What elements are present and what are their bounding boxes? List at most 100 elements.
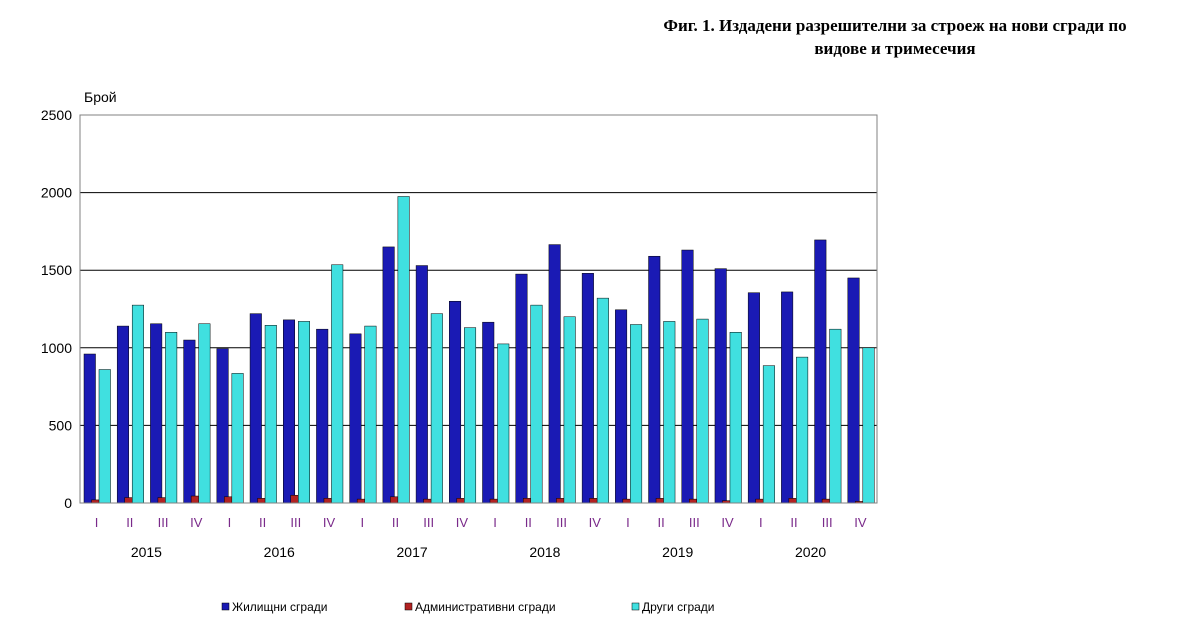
x-tick-label: IV	[456, 515, 469, 530]
bar	[696, 318, 709, 504]
x-tick-label: IV	[589, 515, 602, 530]
x-tick-label: I	[626, 515, 630, 530]
x-tick-label: I	[228, 515, 232, 530]
bar	[349, 333, 362, 504]
bar	[615, 309, 628, 504]
bar	[530, 304, 543, 504]
x-tick-label: III	[689, 515, 700, 530]
legend-swatch	[404, 602, 413, 611]
bar	[781, 291, 794, 504]
legend: Жилищни сгради Административни сгради Друг…	[221, 600, 715, 614]
x-tick-label: II	[259, 515, 266, 530]
bar	[283, 319, 295, 504]
y-tick-label: 0	[64, 495, 72, 511]
x-axis-ticks: I II III IV I II III IV I II III IV I II III IV I II III IV…	[95, 515, 867, 530]
year-label: 2020	[795, 544, 826, 560]
legend-label: Административни сгради	[415, 600, 556, 614]
x-tick-label: II	[392, 515, 399, 530]
bar	[150, 323, 163, 504]
bar	[83, 353, 96, 504]
chart-title-line-2: видове и тримесечия	[814, 39, 976, 58]
x-tick-label: III	[822, 515, 833, 530]
bar	[515, 273, 528, 504]
chart-title-line-1: Фиг. 1. Издадени разрешителни за строеж …	[663, 16, 1127, 35]
bar	[847, 277, 860, 504]
x-tick-label: I	[493, 515, 497, 530]
x-tick-label: II	[658, 515, 665, 530]
bar	[563, 316, 576, 504]
bar	[796, 356, 809, 504]
x-tick-label: II	[126, 515, 133, 530]
bar	[729, 332, 742, 504]
x-tick-label: IV	[721, 515, 734, 530]
bar	[298, 321, 310, 504]
bar	[198, 323, 211, 504]
bar	[814, 239, 827, 504]
year-label: 2017	[397, 544, 428, 560]
year-label: 2019	[662, 544, 693, 560]
year-labels: 2015 2016 2017 2018 2019 2020	[131, 544, 827, 560]
y-tick-label: 2000	[41, 185, 72, 201]
bar	[747, 292, 760, 504]
y-tick-label: 1000	[41, 340, 72, 356]
x-tick-label: III	[158, 515, 169, 530]
x-tick-label: IV	[323, 515, 336, 530]
x-tick-label: I	[360, 515, 364, 530]
bars	[83, 196, 875, 504]
bar	[464, 327, 477, 504]
bar	[548, 244, 561, 504]
x-tick-label: III	[290, 515, 301, 530]
legend-label: Жилищни сгради	[232, 600, 327, 614]
year-label: 2015	[131, 544, 162, 560]
bar	[382, 246, 395, 504]
legend-swatch	[631, 602, 640, 611]
bar	[596, 297, 609, 504]
bar	[249, 313, 262, 504]
bar	[714, 268, 727, 504]
legend-label: Други сгради	[642, 600, 715, 614]
year-label: 2018	[529, 544, 560, 560]
bar	[681, 249, 694, 504]
bar	[264, 325, 277, 504]
x-tick-label: III	[423, 515, 434, 530]
bar	[581, 273, 594, 504]
bar	[316, 328, 329, 504]
bar	[762, 365, 775, 504]
x-tick-label: IV	[854, 515, 867, 530]
bar	[98, 369, 111, 504]
bar	[862, 347, 875, 504]
x-tick-label: I	[95, 515, 99, 530]
bar	[630, 324, 643, 504]
y-axis-label: Брой	[84, 89, 117, 105]
y-axis-ticks: 0 500 1000 1500 2000 2500	[41, 107, 72, 511]
year-label: 2016	[264, 544, 295, 560]
bar	[482, 321, 495, 504]
bar	[397, 196, 410, 504]
y-tick-label: 1500	[41, 262, 72, 278]
bar	[497, 343, 510, 504]
bar	[364, 325, 377, 504]
bar	[430, 313, 443, 504]
y-tick-label: 2500	[41, 107, 72, 123]
bar	[829, 328, 842, 504]
bar	[216, 348, 229, 504]
x-tick-label: I	[759, 515, 763, 530]
bar	[663, 321, 676, 504]
gridlines	[80, 192, 877, 426]
x-tick-label: II	[790, 515, 797, 530]
bar	[183, 339, 196, 504]
x-tick-label: II	[525, 515, 532, 530]
bar	[331, 264, 344, 504]
bar	[648, 255, 661, 504]
chart-title: Фиг. 1. Издадени разрешителни за строеж …	[600, 14, 1190, 60]
bar	[231, 373, 244, 504]
plot-area-border	[79, 114, 878, 504]
bar	[116, 325, 129, 504]
bar	[131, 304, 144, 504]
legend-swatch	[221, 602, 230, 611]
bar	[415, 265, 428, 504]
bar	[449, 300, 462, 504]
x-tick-label: IV	[190, 515, 203, 530]
bar	[165, 332, 178, 504]
